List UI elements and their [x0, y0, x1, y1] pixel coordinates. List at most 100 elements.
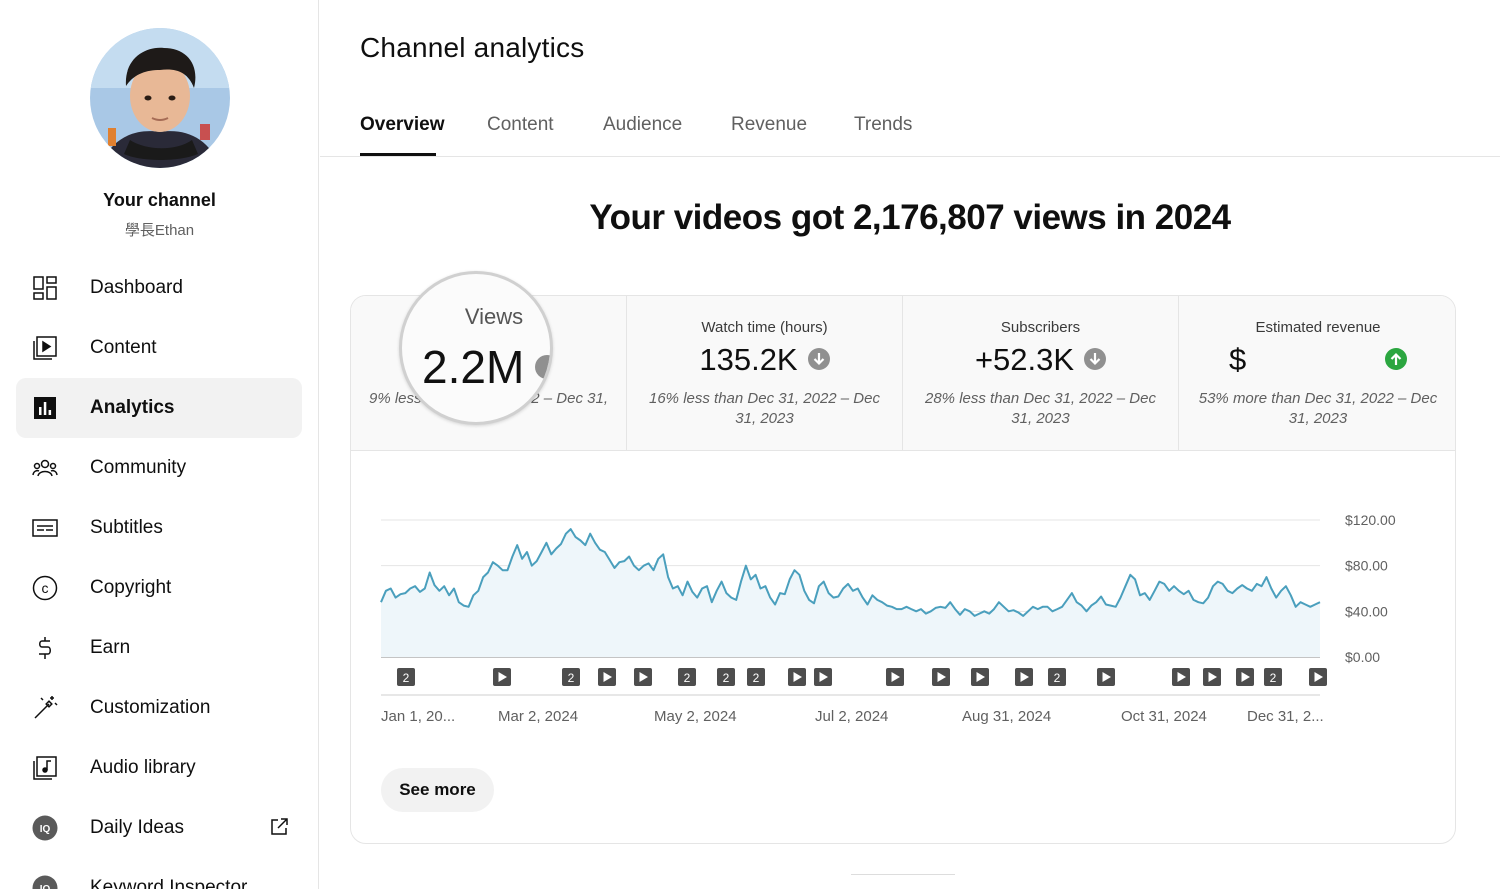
- multi-upload-marker: [717, 668, 735, 686]
- y-tick-label: $120.00: [1345, 512, 1396, 528]
- play-icon: [639, 672, 648, 682]
- analytics-icon: [32, 395, 58, 421]
- marker-count: 2: [723, 671, 730, 685]
- page-title: Channel analytics: [360, 32, 585, 63]
- play-icon: [1020, 672, 1029, 682]
- sidebar-item-analytics[interactable]: Analytics: [16, 378, 302, 438]
- daily-ideas-icon: IQ: [32, 815, 58, 841]
- x-tick-label: Oct 31, 2024: [1121, 708, 1207, 725]
- views-chart[interactable]: $120.00 $80.00 $40.00 $0.00 2 2 2 2 2 2 2 Jan 1, 20…: [350, 500, 1456, 740]
- metric-label: Estimated revenue: [1255, 319, 1381, 336]
- y-tick-label: $80.00: [1345, 558, 1388, 574]
- metric-comparison: 28% less than Dec 31, 2022 – Dec 31, 202…: [925, 390, 1156, 427]
- metric-value-row: 135.2K: [627, 342, 902, 378]
- sidebar-item-label: Customization: [90, 697, 211, 718]
- sidebar-item-content[interactable]: Content: [16, 318, 302, 378]
- sidebar-item-earn[interactable]: Earn: [16, 618, 302, 678]
- sidebar-item-audio-library[interactable]: Audio library: [16, 738, 302, 798]
- marker-count: 2: [1270, 671, 1277, 685]
- x-tick-label: May 2, 2024: [654, 708, 737, 725]
- play-icon: [1208, 672, 1217, 682]
- metric-label: Subscribers: [1000, 319, 1081, 336]
- audio-library-icon: [32, 755, 58, 781]
- customization-icon: [32, 695, 58, 721]
- series-area: [381, 529, 1320, 657]
- play-icon: [498, 672, 507, 682]
- content-icon: [32, 335, 58, 361]
- metric-subscribers[interactable]: Subscribers +52.3K 28% less than Dec 31,…: [903, 296, 1179, 451]
- sidebar-item-label: Dashboard: [90, 277, 183, 298]
- sidebar-item-label: Audio library: [90, 757, 196, 778]
- trend-down-icon: [535, 355, 550, 379]
- divider: [851, 874, 955, 875]
- channel-title: Your channel: [103, 190, 216, 210]
- sidebar-item-label: Earn: [90, 637, 131, 658]
- earn-icon: [32, 635, 58, 661]
- community-icon: [32, 455, 58, 481]
- play-icon: [976, 672, 985, 682]
- tab-audience[interactable]: Audience: [603, 114, 683, 135]
- tab-overview[interactable]: Overview: [360, 114, 445, 135]
- sidebar-item-daily-ideas[interactable]: IQ Daily Ideas: [16, 798, 302, 858]
- sidebar-item-label: Keyword Inspector: [90, 877, 248, 889]
- channel-avatar[interactable]: [90, 28, 230, 168]
- trend-down-icon: [1084, 342, 1107, 378]
- metric-comparison: 16% less than Dec 31, 2022 – Dec 31, 202…: [649, 390, 880, 427]
- metric-comparison: 53% more than Dec 31, 2022 – Dec 31, 202…: [1198, 390, 1438, 427]
- play-icon: [819, 672, 828, 682]
- sidebar-item-copyright[interactable]: c Copyright: [16, 558, 302, 618]
- sidebar-item-label: Daily Ideas: [90, 817, 184, 838]
- see-more-button[interactable]: See more: [381, 768, 494, 812]
- x-tick-label: Jul 2, 2024: [815, 708, 888, 725]
- sidebar-item-dashboard[interactable]: Dashboard: [16, 258, 302, 318]
- tab-content[interactable]: Content: [487, 114, 554, 135]
- multi-upload-marker: [747, 668, 765, 686]
- sidebar-item-label: Community: [90, 457, 187, 478]
- metric-value: $: [1229, 342, 1247, 377]
- external-link-icon[interactable]: [270, 818, 288, 841]
- multi-upload-marker: [1264, 668, 1282, 686]
- metric-comparison: 2 – Dec 31,: [531, 390, 608, 407]
- marker-count: 2: [403, 671, 410, 685]
- tab-revenue[interactable]: Revenue: [731, 114, 808, 135]
- sidebar-nav: Dashboard Content Analytics Community Su…: [16, 258, 302, 889]
- views-magnifier: Views 2.2M: [399, 271, 553, 425]
- svg-text:IQ: IQ: [40, 824, 51, 835]
- sidebar-item-customization[interactable]: Customization: [16, 678, 302, 738]
- sidebar-item-keyword-inspector[interactable]: IQ Keyword Inspector: [16, 858, 302, 889]
- multi-upload-marker: [678, 668, 696, 686]
- sidebar-item-label: Content: [90, 337, 157, 358]
- metric-value: 135.2K: [699, 342, 798, 377]
- svg-text:IQ: IQ: [40, 884, 51, 889]
- marker-count: 2: [753, 671, 760, 685]
- sidebar-item-community[interactable]: Community: [16, 438, 302, 498]
- x-tick-label: Mar 2, 2024: [498, 708, 578, 725]
- metric-value-row: $: [1179, 342, 1455, 378]
- metric-estimated-revenue[interactable]: Estimated revenue $ 53% more than Dec 31…: [1179, 296, 1455, 451]
- active-tab-indicator: [360, 153, 436, 156]
- x-tick-label: Dec 31, 2...: [1247, 708, 1324, 725]
- marker-count: 2: [1054, 671, 1061, 685]
- metric-watch-time[interactable]: Watch time (hours) 135.2K 16% less than …: [627, 296, 903, 451]
- multi-upload-marker: [562, 668, 580, 686]
- metric-comparison: 9% less: [369, 390, 422, 407]
- sidebar: Your channel 學長Ethan Dashboard Content A…: [0, 0, 319, 889]
- multi-upload-marker: [397, 668, 415, 686]
- trend-up-icon: [1385, 342, 1407, 378]
- sidebar-item-subtitles[interactable]: Subtitles: [16, 498, 302, 558]
- copyright-icon: c: [32, 575, 58, 601]
- play-icon: [793, 672, 802, 682]
- y-tick-label: $40.00: [1345, 603, 1388, 619]
- play-icon: [603, 672, 612, 682]
- sidebar-item-label: Analytics: [90, 397, 175, 418]
- metric-value: 2.2M: [422, 341, 525, 393]
- metric-label: Views: [464, 304, 524, 329]
- metric-label: Watch time (hours): [701, 319, 828, 336]
- channel-handle: 學長Ethan: [124, 222, 195, 239]
- tab-trends[interactable]: Trends: [854, 114, 913, 135]
- multi-upload-marker: [1048, 668, 1066, 686]
- subtitles-icon: [32, 515, 58, 541]
- x-tick-label: Aug 31, 2024: [962, 708, 1051, 725]
- play-icon: [1102, 672, 1111, 682]
- sidebar-item-label: Copyright: [90, 577, 172, 598]
